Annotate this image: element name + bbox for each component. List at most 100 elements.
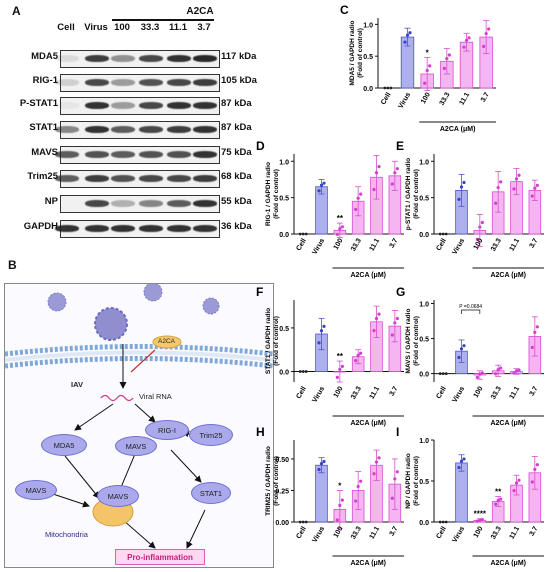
data-point xyxy=(322,325,325,328)
y-tick-label: 0.00 xyxy=(275,520,289,527)
data-point xyxy=(357,354,360,357)
x-axis-label: A2CA (μM) xyxy=(440,126,476,133)
data-point xyxy=(375,171,378,174)
data-point xyxy=(372,329,375,332)
panel-letter: C xyxy=(340,3,349,17)
y-tick-label: 0.0 xyxy=(419,232,429,239)
x-tick-label: Cell xyxy=(435,525,448,540)
data-point xyxy=(426,69,429,72)
significance-label: **** xyxy=(474,510,487,519)
y-axis-label: (Fold of control) xyxy=(273,316,280,366)
data-point xyxy=(457,198,460,201)
significance-bracket xyxy=(462,310,480,314)
data-point xyxy=(320,184,323,187)
panel-letter: D xyxy=(256,139,265,153)
data-point xyxy=(396,317,399,320)
data-point xyxy=(448,53,451,56)
data-point xyxy=(391,497,394,500)
data-point xyxy=(485,32,488,35)
x-tick-label: 3.7 xyxy=(529,237,540,249)
data-point xyxy=(445,372,448,375)
y-tick-label: 0.5 xyxy=(279,326,289,333)
x-tick-label: 33.3 xyxy=(350,385,363,400)
data-point xyxy=(517,479,520,482)
y-tick-label: 0.0 xyxy=(363,86,373,93)
data-point xyxy=(391,333,394,336)
data-point xyxy=(393,477,396,480)
x-tick-label: 100 xyxy=(420,91,432,105)
x-axis-label: A2CA (μM) xyxy=(490,420,526,427)
data-point xyxy=(462,344,465,347)
significance-label: ** xyxy=(337,352,344,361)
data-point xyxy=(302,370,305,373)
panel-letter: F xyxy=(256,285,263,299)
data-point xyxy=(341,225,344,228)
data-point xyxy=(462,457,465,460)
data-point xyxy=(482,45,485,48)
data-point xyxy=(338,227,341,230)
chart-panel-i: I0.00.51.0NP / GAPDH radio (Fold of contr… xyxy=(396,425,544,567)
y-axis-label: (Fold of control) xyxy=(273,169,280,219)
x-tick-label: Virus xyxy=(451,237,466,256)
chart-panel-f: F 0.0 0.5 STAT1 / GAPDH radio (Fold of contr… xyxy=(256,285,404,427)
data-point xyxy=(317,341,320,344)
y-axis-label: TRIM25 / GAPDH radio xyxy=(265,446,272,516)
y-tick-label: 0.0 xyxy=(279,232,289,239)
data-point xyxy=(320,462,323,465)
chart-panel-c: C0.00.51.0MDA5 / GAPDH radio (Fold of con… xyxy=(340,3,496,133)
data-point xyxy=(481,221,484,224)
panel-letter: H xyxy=(256,425,265,439)
y-axis-label: p-STAT1 / GAPDH radio xyxy=(405,158,412,230)
y-tick-label: 1.0 xyxy=(279,159,289,166)
x-tick-label: 100 xyxy=(473,237,485,251)
data-point xyxy=(336,518,339,521)
y-tick-label: 0.0 xyxy=(279,370,289,377)
data-point xyxy=(396,167,399,170)
chart-panel-g: G 0.0 0.5 1.0 MAVS / GAPDH radio (Fold of con… xyxy=(396,285,544,427)
data-point xyxy=(460,347,463,350)
chart-panel-d: D 0.0 0.5 1.0 RIG-1 / GAPDH radio (Fold of co… xyxy=(256,139,404,279)
significance-label: * xyxy=(426,48,430,57)
data-point xyxy=(428,64,431,67)
x-tick-label: 33.3 xyxy=(490,385,503,400)
data-point xyxy=(476,376,479,379)
y-tick-label: 1.0 xyxy=(419,302,429,309)
y-axis-label: RIG-1 / GAPDH radio xyxy=(265,162,272,226)
data-point xyxy=(357,485,360,488)
data-point xyxy=(494,372,497,375)
data-point xyxy=(443,67,446,70)
data-point xyxy=(462,181,465,184)
data-point xyxy=(357,197,360,200)
data-point xyxy=(457,466,460,469)
panel-letter: E xyxy=(396,139,404,153)
data-point xyxy=(299,521,302,524)
x-tick-label: Virus xyxy=(311,237,326,256)
data-point xyxy=(460,460,463,463)
data-point xyxy=(536,463,539,466)
y-axis-label: MAVS / GAPDH radio xyxy=(405,309,412,374)
significance-label: * xyxy=(338,481,342,490)
x-tick-label: Cell xyxy=(435,237,448,252)
data-point xyxy=(372,472,375,475)
data-point xyxy=(393,321,396,324)
data-point xyxy=(354,359,357,362)
x-tick-label: Virus xyxy=(451,385,466,404)
data-point xyxy=(533,468,536,471)
x-tick-label: 3.7 xyxy=(529,385,540,397)
data-point xyxy=(299,370,302,373)
data-point xyxy=(305,521,308,524)
data-point xyxy=(305,370,308,373)
x-tick-label: 100 xyxy=(333,385,345,399)
y-axis-label: (Fold of control) xyxy=(413,316,420,366)
data-point xyxy=(305,233,308,236)
y-tick-label: 0.5 xyxy=(279,196,289,203)
x-axis-label: A2CA (μM) xyxy=(350,560,386,567)
bar xyxy=(316,465,328,522)
data-point xyxy=(531,194,534,197)
data-point xyxy=(512,187,515,190)
data-point xyxy=(377,165,380,168)
data-point xyxy=(478,225,481,228)
data-point xyxy=(317,189,320,192)
data-point xyxy=(515,481,518,484)
data-point xyxy=(442,521,445,524)
